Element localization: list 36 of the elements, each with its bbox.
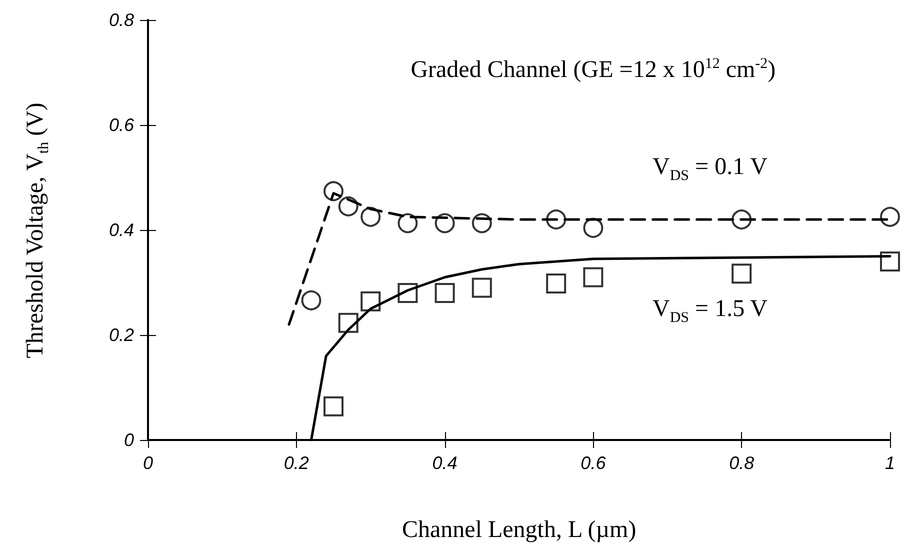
point (360, 206, 381, 227)
point (398, 213, 418, 234)
y-tick-label: 0.4 (108, 220, 134, 240)
series-label: V$_{DS}$ = 1.5 V (652, 296, 768, 327)
x-tick-label: 1 (884, 453, 896, 473)
x-tick-label: 0.4 (432, 453, 458, 473)
point (434, 283, 455, 303)
x-tick-label: 0.2 (284, 453, 309, 473)
point (324, 396, 344, 416)
point (583, 218, 604, 238)
point (472, 278, 492, 298)
annotation: Graded Channel (GE =12 x 10$^{12}$ cm$^{-2}$) (410, 56, 776, 84)
y-tick-label: 0.6 (108, 115, 135, 135)
y-tick-label: 0.8 (108, 10, 134, 30)
x-tick-label: 0.6 (580, 453, 607, 473)
point (338, 196, 358, 216)
point (732, 264, 752, 284)
point (880, 252, 900, 272)
point (324, 181, 344, 202)
series-label: V$_{DS}$ = 0.1 V (652, 154, 768, 185)
x-axis-title: Channel Length, L (µm) (402, 516, 636, 544)
point (301, 290, 322, 310)
x-tick-label: 0 (142, 453, 154, 473)
y-tick-label: 0 (124, 430, 134, 450)
point (880, 206, 900, 227)
point (546, 210, 566, 230)
x-tick-label: 0.8 (729, 453, 754, 473)
point (434, 213, 455, 234)
point (338, 312, 358, 333)
y-tick-label: 0.2 (108, 325, 134, 345)
point (546, 274, 566, 294)
point (360, 291, 381, 312)
point (472, 213, 492, 234)
point (398, 283, 418, 303)
point (732, 210, 752, 230)
point (583, 267, 604, 288)
